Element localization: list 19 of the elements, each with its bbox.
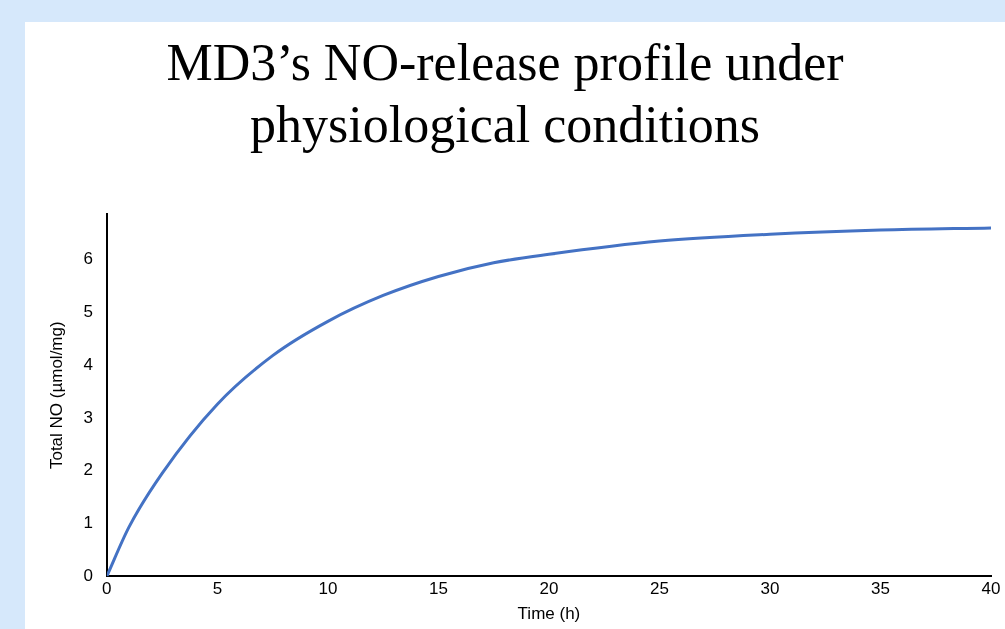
- x-axis-title: Time (h): [517, 604, 581, 624]
- y-axis-title: Total NO (µmol/mg): [46, 321, 66, 470]
- x-tick-label: 30: [760, 579, 780, 599]
- y-tick-label: 6: [83, 249, 93, 269]
- y-tick-label: 3: [83, 407, 93, 427]
- y-tick-label: 1: [83, 513, 93, 533]
- x-tick-label: 15: [428, 579, 448, 599]
- x-tick-label: 40: [981, 579, 1001, 599]
- x-tick-label: 20: [539, 579, 559, 599]
- x-tick-label: 5: [212, 579, 223, 599]
- x-tick-label: 25: [649, 579, 669, 599]
- y-tick-label: 5: [83, 302, 93, 322]
- y-tick-label: 2: [83, 460, 93, 480]
- x-tick-label: 0: [102, 579, 112, 599]
- x-tick-label: 35: [871, 579, 890, 599]
- chart-title: MD3’s NO-release profile under physiological conditions: [165, 33, 845, 155]
- x-tick-label: 10: [318, 579, 338, 599]
- y-tick-label: 0: [83, 565, 93, 585]
- y-tick-label: 4: [83, 354, 93, 374]
